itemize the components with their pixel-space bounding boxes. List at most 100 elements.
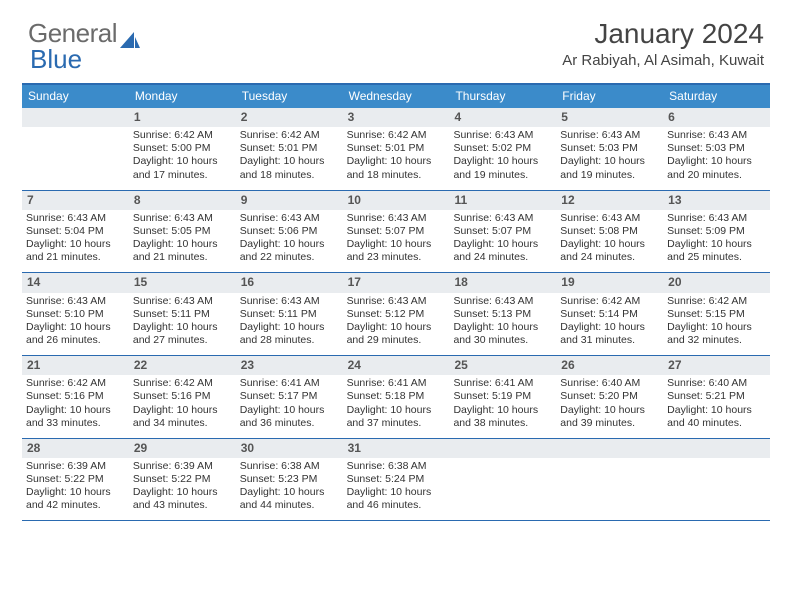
daylight-line: Daylight: 10 hours and 43 minutes.: [133, 486, 232, 512]
day-body: [663, 458, 770, 510]
day-cell: 31Sunrise: 6:38 AMSunset: 5:24 PMDayligh…: [343, 439, 450, 521]
calendar: SundayMondayTuesdayWednesdayThursdayFrid…: [22, 83, 770, 521]
day-body: Sunrise: 6:43 AMSunset: 5:06 PMDaylight:…: [236, 210, 343, 273]
sunset-line: Sunset: 5:20 PM: [560, 390, 659, 403]
sunrise-line: Sunrise: 6:40 AM: [667, 377, 766, 390]
sunrise-line: Sunrise: 6:43 AM: [133, 295, 232, 308]
day-cell: 19Sunrise: 6:42 AMSunset: 5:14 PMDayligh…: [556, 273, 663, 355]
day-cell: 10Sunrise: 6:43 AMSunset: 5:07 PMDayligh…: [343, 191, 450, 273]
daylight-line: Daylight: 10 hours and 32 minutes.: [667, 321, 766, 347]
day-body: Sunrise: 6:43 AMSunset: 5:03 PMDaylight:…: [556, 127, 663, 190]
sunrise-line: Sunrise: 6:42 AM: [133, 377, 232, 390]
daylight-line: Daylight: 10 hours and 22 minutes.: [240, 238, 339, 264]
dow-label: Monday: [129, 85, 236, 108]
location-text: Ar Rabiyah, Al Asimah, Kuwait: [562, 52, 764, 69]
sunrise-line: Sunrise: 6:43 AM: [26, 295, 125, 308]
day-body: Sunrise: 6:43 AMSunset: 5:11 PMDaylight:…: [129, 293, 236, 356]
week-row: 14Sunrise: 6:43 AMSunset: 5:10 PMDayligh…: [22, 273, 770, 356]
day-body: Sunrise: 6:42 AMSunset: 5:15 PMDaylight:…: [663, 293, 770, 356]
sunrise-line: Sunrise: 6:40 AM: [560, 377, 659, 390]
week-row: 1 Sunrise: 6:42 AMSunset: 5:00 PM Daylight…: [22, 108, 770, 191]
sunrise-line: Sunrise: 6:43 AM: [453, 129, 552, 142]
daylight-line: Daylight: 10 hours and 39 minutes.: [560, 404, 659, 430]
day-number: 17: [343, 273, 450, 292]
day-cell: 24Sunrise: 6:41 AMSunset: 5:18 PMDayligh…: [343, 356, 450, 438]
day-cell: 28Sunrise: 6:39 AMSunset: 5:22 PMDayligh…: [22, 439, 129, 521]
day-cell: 5Sunrise: 6:43 AMSunset: 5:03 PMDaylight…: [556, 108, 663, 190]
day-body: Sunrise: 6:40 AMSunset: 5:20 PMDaylight:…: [556, 375, 663, 438]
sunset-line: Sunset: 5:07 PM: [453, 225, 552, 238]
day-cell: 15Sunrise: 6:43 AMSunset: 5:11 PMDayligh…: [129, 273, 236, 355]
daylight-line: Daylight: 10 hours and 37 minutes.: [347, 404, 446, 430]
sunset-line: Sunset: 5:18 PM: [347, 390, 446, 403]
sunset-line: Sunset: 5:21 PM: [667, 390, 766, 403]
day-cell: 17Sunrise: 6:43 AMSunset: 5:12 PMDayligh…: [343, 273, 450, 355]
daylight-line: Daylight: 10 hours and 30 minutes.: [453, 321, 552, 347]
sunrise-line: Sunrise: 6:43 AM: [240, 295, 339, 308]
daylight-line: Daylight: 10 hours and 20 minutes.: [667, 155, 766, 181]
sunrise-line: Sunrise: 6:43 AM: [453, 212, 552, 225]
sunset-line: Sunset: 5:13 PM: [453, 308, 552, 321]
brand-text-blue: Blue: [30, 44, 82, 75]
sunrise-line: Sunrise: 6:42 AM: [133, 129, 232, 142]
sunset-line: Sunset: 5:02 PM: [453, 142, 552, 155]
daylight-line: Daylight: 10 hours and 18 minutes.: [240, 155, 339, 181]
day-number: 29: [129, 439, 236, 458]
sunrise-line: Sunrise: 6:43 AM: [560, 212, 659, 225]
day-cell: 3Sunrise: 6:42 AMSunset: 5:01 PMDaylight…: [343, 108, 450, 190]
day-cell: 7Sunrise: 6:43 AMSunset: 5:04 PMDaylight…: [22, 191, 129, 273]
daylight-line: Daylight: 10 hours and 34 minutes.: [133, 404, 232, 430]
day-cell: 30Sunrise: 6:38 AMSunset: 5:23 PMDayligh…: [236, 439, 343, 521]
sunset-line: Sunset: 5:11 PM: [240, 308, 339, 321]
day-cell: [556, 439, 663, 521]
sunset-line: Sunset: 5:03 PM: [667, 142, 766, 155]
day-cell: 29Sunrise: 6:39 AMSunset: 5:22 PMDayligh…: [129, 439, 236, 521]
day-number: 6: [663, 108, 770, 127]
day-body: Sunrise: 6:39 AMSunset: 5:22 PMDaylight:…: [22, 458, 129, 521]
day-number: 1: [129, 108, 236, 127]
day-cell: 2Sunrise: 6:42 AMSunset: 5:01 PMDaylight…: [236, 108, 343, 190]
day-number: 15: [129, 273, 236, 292]
day-body: Sunrise: 6:43 AMSunset: 5:05 PMDaylight:…: [129, 210, 236, 273]
daylight-line: Daylight: 10 hours and 18 minutes.: [347, 155, 446, 181]
day-number: 3: [343, 108, 450, 127]
sunset-line: Sunset: 5:16 PM: [26, 390, 125, 403]
day-number: 23: [236, 356, 343, 375]
daylight-line: Daylight: 10 hours and 36 minutes.: [240, 404, 339, 430]
daylight-line: Daylight: 10 hours and 27 minutes.: [133, 321, 232, 347]
daylight-line: Daylight: 10 hours and 44 minutes.: [240, 486, 339, 512]
sunset-line: Sunset: 5:06 PM: [240, 225, 339, 238]
day-cell: [663, 439, 770, 521]
day-cell: 4Sunrise: 6:43 AMSunset: 5:02 PMDaylight…: [449, 108, 556, 190]
day-body: Sunrise: 6:43 AMSunset: 5:11 PMDaylight:…: [236, 293, 343, 356]
day-body: Sunrise: 6:43 AMSunset: 5:04 PMDaylight:…: [22, 210, 129, 273]
sail-icon: [119, 25, 141, 43]
day-cell: 26Sunrise: 6:40 AMSunset: 5:20 PMDayligh…: [556, 356, 663, 438]
sunset-line: Sunset: 5:16 PM: [133, 390, 232, 403]
day-body: Sunrise: 6:41 AMSunset: 5:17 PMDaylight:…: [236, 375, 343, 438]
page-header: General January 2024 Ar Rabiyah, Al Asim…: [0, 0, 792, 77]
day-body: Sunrise: 6:41 AMSunset: 5:18 PMDaylight:…: [343, 375, 450, 438]
day-body: Sunrise: 6:43 AMSunset: 5:09 PMDaylight:…: [663, 210, 770, 273]
day-body: [556, 458, 663, 510]
sunrise-line: Sunrise: 6:42 AM: [26, 377, 125, 390]
day-body: Sunrise: 6:38 AMSunset: 5:24 PMDaylight:…: [343, 458, 450, 521]
sunset-line: Sunset: 5:04 PM: [26, 225, 125, 238]
day-cell: [449, 439, 556, 521]
day-number: [22, 108, 129, 127]
day-cell: 6Sunrise: 6:43 AMSunset: 5:03 PMDaylight…: [663, 108, 770, 190]
day-number: [556, 439, 663, 458]
daylight-line: Daylight: 10 hours and 26 minutes.: [26, 321, 125, 347]
sunset-line: Sunset: 5:08 PM: [560, 225, 659, 238]
sunset-line: Sunset: 5:10 PM: [26, 308, 125, 321]
day-cell: 25Sunrise: 6:41 AMSunset: 5:19 PMDayligh…: [449, 356, 556, 438]
day-number: 27: [663, 356, 770, 375]
day-number: 26: [556, 356, 663, 375]
sunrise-line: Sunrise: 6:38 AM: [240, 460, 339, 473]
sunset-line: Sunset: 5:01 PM: [347, 142, 446, 155]
sunset-line: Sunset: 5:24 PM: [347, 473, 446, 486]
sunset-line: Sunset: 5:00 PM: [133, 142, 232, 155]
daylight-line: Daylight: 10 hours and 42 minutes.: [26, 486, 125, 512]
sunset-line: Sunset: 5:07 PM: [347, 225, 446, 238]
day-body: Sunrise: 6:40 AMSunset: 5:21 PMDaylight:…: [663, 375, 770, 438]
